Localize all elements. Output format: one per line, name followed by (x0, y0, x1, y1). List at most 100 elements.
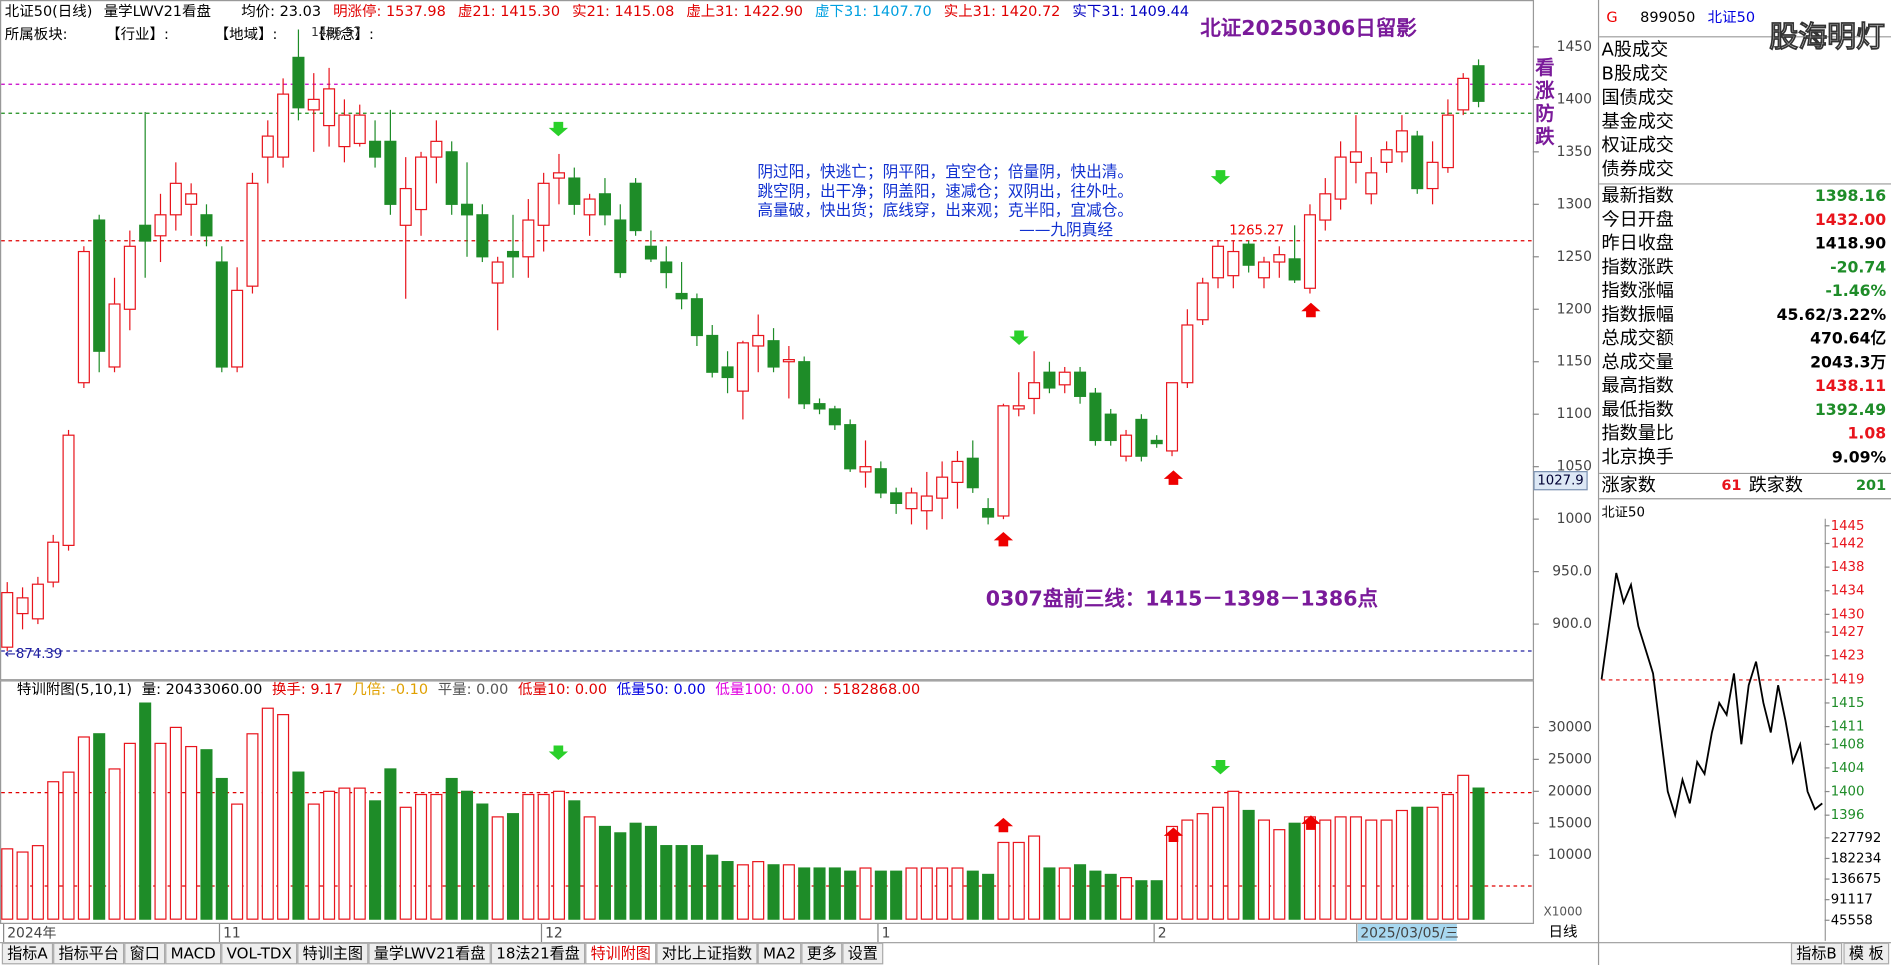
candle-body (169, 182, 182, 216)
volume-bar (1211, 806, 1225, 920)
candle-body (920, 495, 933, 512)
candle-body (1227, 250, 1240, 277)
sell-arrow (1210, 759, 1231, 775)
tab[interactable] (1843, 942, 1890, 965)
tab-label[interactable]: 特训附图 (591, 945, 651, 963)
volume-bar (522, 793, 535, 920)
volume-bar (47, 781, 60, 920)
date-label: 12 (545, 926, 563, 942)
sector: 所属板块: (5, 25, 68, 43)
tab[interactable] (1790, 942, 1843, 965)
y-tick-label: 1400 (1831, 785, 1865, 800)
quote-label: 昨日收盘 (1602, 233, 1674, 254)
tab-label[interactable]: 特训主图 (303, 945, 363, 963)
tab[interactable] (757, 942, 802, 965)
volume-item: 平量: 0.00 (438, 682, 509, 698)
candle-body (1349, 151, 1362, 163)
tab[interactable] (842, 942, 884, 965)
tab-label[interactable]: 窗口 (130, 945, 160, 963)
volume-bar (123, 742, 136, 920)
candle-body (1257, 261, 1271, 279)
tab[interactable] (221, 942, 298, 965)
market-label: 国债成交 (1602, 87, 1674, 108)
volume-bar (353, 787, 366, 920)
y-tick-label: 950.0 (1552, 564, 1592, 580)
intraday-line (1600, 572, 1823, 819)
tab-label[interactable]: VOL-TDX (227, 945, 292, 963)
volume-bar (1334, 816, 1347, 920)
quote-label: 最新指数 (1602, 186, 1674, 207)
volume-bar (169, 726, 182, 920)
candle-body (706, 334, 719, 373)
tab[interactable] (801, 942, 843, 965)
tab[interactable] (656, 942, 758, 965)
y-tick-label: 1423 (1831, 649, 1865, 664)
candle-body (93, 219, 106, 352)
tab-label[interactable]: 设置 (848, 945, 878, 963)
y-tick-label: 20000 (1548, 783, 1592, 799)
volume-bar (185, 745, 198, 920)
candle-body (445, 151, 458, 205)
candle-body (261, 135, 274, 158)
header-item: 虚21: 1415.30 (458, 3, 560, 20)
tab-label[interactable]: 模 板 (1849, 945, 1884, 963)
volume-bar (1104, 873, 1117, 920)
volume-bar (1288, 822, 1301, 920)
tab[interactable] (297, 942, 369, 965)
candle-body (522, 219, 535, 258)
volume-bar (445, 777, 458, 920)
quote-label: 指数涨幅 (1602, 281, 1674, 302)
tab[interactable] (53, 942, 125, 965)
tab[interactable] (368, 942, 491, 965)
volume-bar (460, 790, 474, 920)
volume-bar (537, 793, 550, 920)
candle-body (844, 424, 857, 470)
volume-bar (1120, 877, 1133, 920)
candle-body (1181, 324, 1194, 384)
volume-bar (1012, 841, 1025, 920)
volume-bar (1380, 819, 1393, 920)
market-label: A股成交 (1602, 40, 1669, 61)
poem: 阴过阳，快逃亡；阴平阳，宜空仓；倍量阴，快出清。跳空阴，出干净；阴盖阳，速减仓；… (757, 162, 1133, 239)
volume-bar (782, 864, 795, 920)
y-tick-label: 10000 (1548, 847, 1592, 863)
header-item: 实21: 1415.08 (572, 3, 674, 20)
tab-label[interactable]: 对比上证指数 (662, 945, 752, 963)
candle-body (1242, 243, 1255, 266)
header-item: 实下31: 1409.44 (1072, 3, 1189, 20)
tab-label[interactable]: 指标B (1796, 945, 1836, 963)
candle-body (123, 245, 136, 310)
y-tick-label: 1100 (1557, 406, 1592, 422)
volume-bar (1227, 790, 1240, 920)
tab[interactable] (124, 942, 166, 965)
tab-label[interactable]: 指标A (7, 945, 48, 963)
tab[interactable] (1, 942, 54, 965)
y-tick-label: 1408 (1831, 737, 1865, 752)
tab[interactable] (165, 942, 222, 965)
tab-label[interactable]: 更多 (807, 945, 837, 963)
volume-bar (936, 867, 949, 920)
volume-bar (1365, 819, 1378, 920)
tab[interactable] (490, 942, 586, 965)
volume-bar (1135, 880, 1148, 920)
volume-bar (675, 845, 688, 920)
tab[interactable] (585, 942, 657, 965)
tab-label[interactable]: 18法21看盘 (496, 945, 580, 963)
tab-label[interactable]: MA2 (763, 945, 796, 963)
candle-body (323, 88, 336, 127)
header-item: 虚下31: 1407.70 (815, 3, 932, 20)
candle-body (874, 468, 887, 494)
volume-bar (215, 777, 228, 920)
volume-bar (828, 867, 841, 920)
market-label: 债券成交 (1602, 159, 1674, 180)
tab-label[interactable]: MACD (171, 945, 216, 963)
candle-body (890, 492, 903, 505)
poem-line: ——九阴真经 (1019, 220, 1113, 239)
candle-body (47, 541, 60, 583)
candle-body (1089, 392, 1102, 442)
tab-label[interactable]: 指标平台 (59, 945, 119, 963)
tab-label[interactable]: 量学LWV21看盘 (374, 945, 486, 963)
y-tick-label: 1450 (1557, 39, 1592, 55)
candle-body (1150, 439, 1163, 445)
